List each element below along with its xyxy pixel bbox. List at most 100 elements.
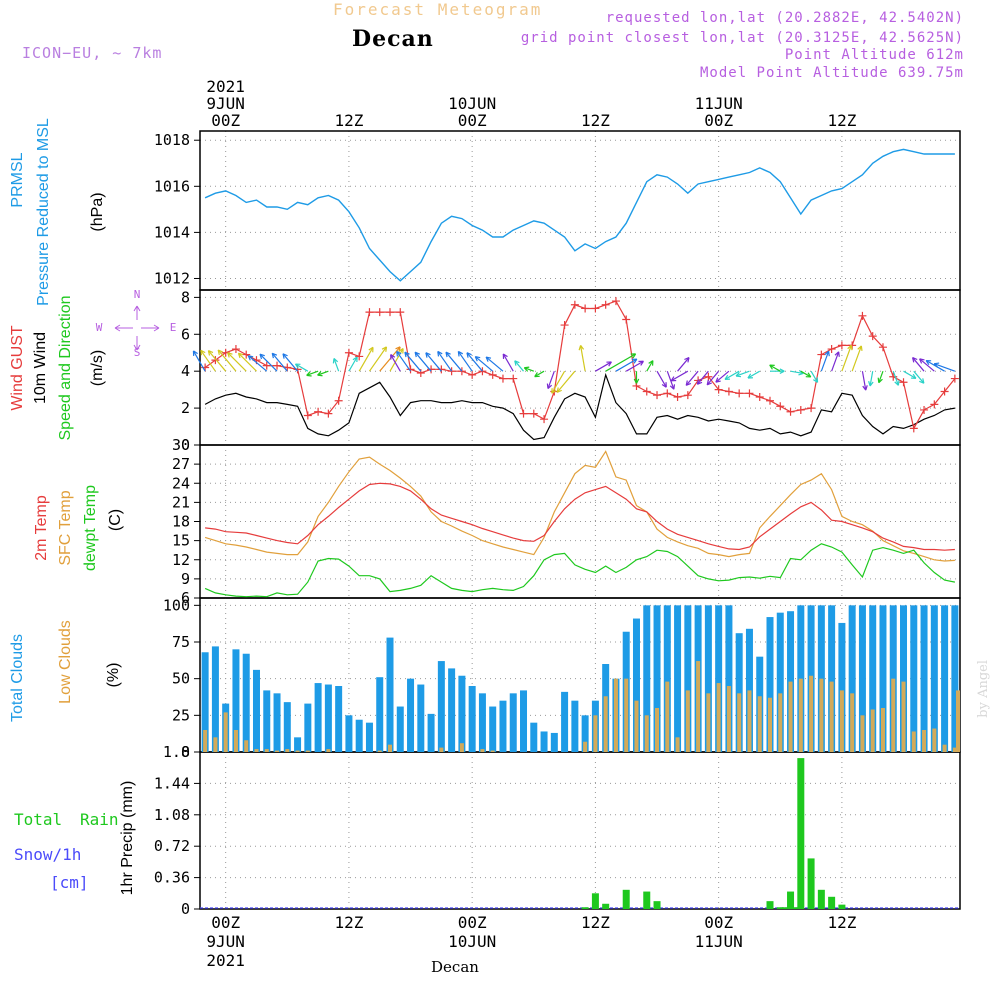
wind-arrow [445, 351, 463, 372]
rain-bar [792, 907, 800, 909]
gust-marker [878, 343, 887, 352]
gust-marker [386, 308, 394, 317]
wind-arrowhead [633, 378, 640, 384]
total-cloud-bar [468, 686, 476, 752]
wind-arrow [514, 360, 524, 372]
dewpt-line [204, 543, 956, 598]
top-time-label: 00Z [211, 111, 240, 130]
low-cloud-bar [829, 681, 834, 752]
total-cloud-bar [951, 605, 959, 752]
wind-arrowhead [514, 360, 520, 366]
wind-arrow [579, 345, 586, 372]
gust-marker [940, 387, 949, 396]
wind-arrow [295, 363, 309, 372]
wind-arrow [903, 370, 917, 379]
total-cloud-bar [910, 605, 918, 752]
low-cloud-bar [213, 737, 218, 752]
ytick-label: 24 [172, 474, 190, 492]
wind-arrow [317, 370, 329, 376]
rain-bar [838, 904, 846, 909]
wind-arrowhead [919, 358, 925, 364]
bottom-date-label: 11JUN [695, 932, 743, 951]
ytick-label: 12 [172, 551, 190, 569]
wind-arrowhead [425, 352, 431, 358]
gust-marker [909, 424, 918, 433]
wind-arrowhead [282, 353, 288, 359]
gust-marker [611, 297, 620, 306]
wind-arrow [547, 370, 555, 389]
total-cloud-bar [314, 683, 322, 752]
total-cloud-bar [632, 618, 640, 752]
gust-marker [344, 348, 353, 357]
total-cloud-bar [252, 669, 260, 752]
wind-arrow [556, 370, 576, 393]
total-cloud-bar [797, 605, 805, 752]
wind-arrow [925, 360, 945, 372]
low-cloud-bar [244, 740, 249, 752]
wind-arrow [706, 370, 720, 386]
gust-marker [262, 361, 271, 370]
rain-bar [643, 891, 651, 909]
wind-arrow [861, 371, 867, 391]
low-cloud-bar [768, 697, 772, 752]
wind-arrowhead [724, 374, 731, 380]
top-time-label: 00Z [704, 111, 733, 130]
total-cloud-bar [879, 605, 887, 752]
pressure-label-2: Pressure Reduced to MSL [35, 118, 52, 306]
wind-arrow [851, 345, 862, 372]
total-cloud-bar [663, 605, 671, 752]
wind-arrow [841, 345, 852, 372]
total-cloud-bar [889, 605, 897, 752]
gust-marker [437, 365, 446, 374]
low-cloud-bar [850, 693, 855, 752]
compass-rose-icon [114, 305, 160, 351]
wind-arrowhead [445, 351, 451, 358]
total-cloud-bar [930, 605, 938, 752]
total-cloud-bar [735, 633, 743, 752]
point-altitude: Point Altitude 612m [784, 47, 964, 63]
gust-marker [231, 345, 240, 354]
gust-marker [663, 389, 672, 398]
compass-s: S [134, 346, 141, 359]
low-cloud-bar [203, 730, 208, 752]
total-cloud-bar [345, 715, 353, 752]
wind-arrow [831, 351, 840, 372]
wind-speed-line [204, 372, 956, 441]
total-cloud-bar [900, 605, 908, 752]
gust-marker [735, 389, 744, 398]
wind-arrowhead [368, 346, 374, 353]
wind-arrow [390, 354, 401, 372]
wind-arrowhead [813, 377, 819, 383]
wind-arrow [869, 371, 874, 387]
wind-arrowhead [227, 352, 233, 358]
wind-arrow [919, 358, 935, 372]
low-cloud-bar [665, 681, 670, 752]
gust-marker [827, 345, 836, 354]
wind-arrow [913, 370, 925, 384]
wind-arrowhead [857, 345, 863, 351]
ytick-label: 8 [181, 288, 190, 306]
compass-w: W [96, 321, 103, 334]
total-cloud-bar [561, 691, 569, 752]
gust-marker [930, 400, 939, 409]
total-cloud-bar [294, 737, 302, 752]
rain-bar [622, 889, 630, 909]
wind-arrow [247, 355, 268, 372]
watermark: by Angel [976, 660, 991, 718]
total-cloud-bar [766, 617, 774, 752]
gust-marker [468, 370, 477, 379]
rain-bar [828, 896, 836, 909]
low-cloud-bar [675, 737, 680, 752]
low-cloud-bar [275, 750, 280, 752]
rain-bar [797, 758, 805, 909]
total-cloud-bar [376, 677, 384, 752]
rain-bar [807, 858, 815, 909]
gust-marker [868, 332, 877, 341]
gust-marker [745, 389, 754, 398]
wind-arrowhead [638, 360, 644, 366]
gust-marker [365, 308, 374, 317]
wind-arrowhead [933, 362, 940, 368]
gust-marker [498, 374, 507, 383]
rain-bar [591, 893, 599, 909]
gust-marker [570, 300, 579, 309]
